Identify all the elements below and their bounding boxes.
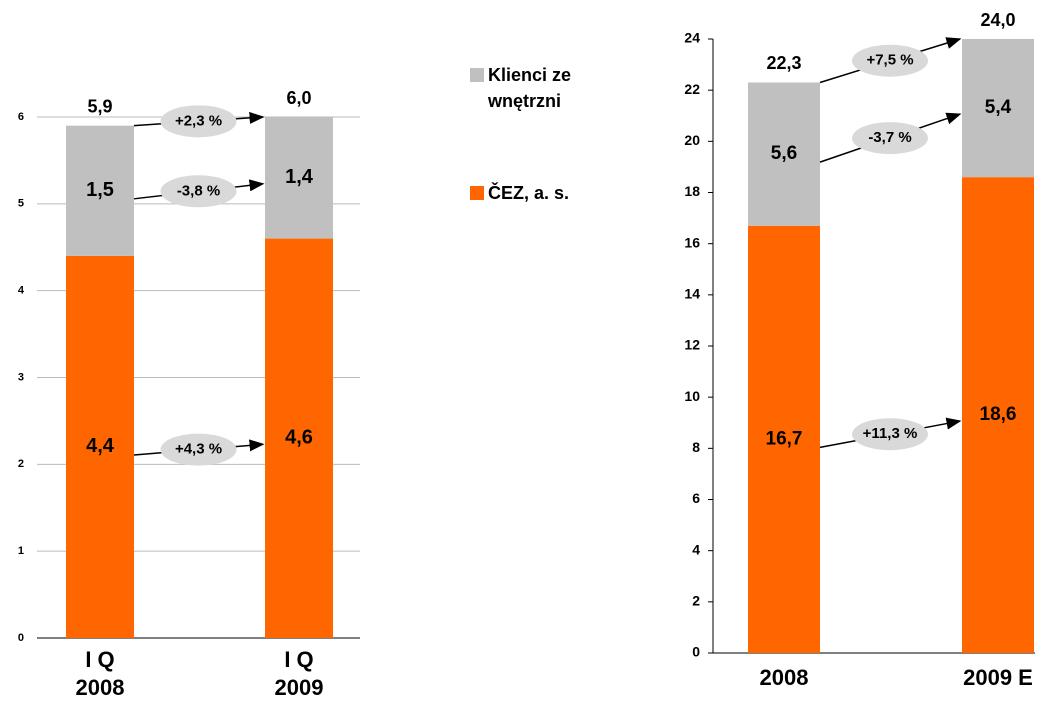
y-tick-label: 0 [18,632,24,644]
legend-label: Klienci zewnętrzni [488,65,572,111]
x-tick-label: 2008 [759,665,809,690]
value-label: 5,4 [985,97,1012,118]
value-label: 18,6 [980,404,1017,425]
legend-item: ČEZ, a. s. [470,180,572,206]
y-tick-label: 20 [684,132,700,148]
value-label: 1,5 [86,179,114,201]
y-tick-label: 14 [684,286,700,302]
y-tick-label: 24 [684,30,700,46]
bar-segment [66,255,134,638]
total-label: 5,9 [87,96,112,116]
legend-swatch [470,186,484,200]
bar-segment [962,177,1034,653]
y-tick-label: 5 [18,198,24,210]
value-label: 16,7 [766,428,803,449]
total-label: 24,0 [980,10,1015,30]
change-label: +4,3 % [175,441,222,458]
y-tick-label: 10 [684,388,700,404]
change-bubble [852,122,928,155]
legend-label: ČEZ, a. s. [488,183,570,203]
x-tick-label: I Q 2009 [274,647,324,700]
y-tick-label: 6 [18,111,24,123]
y-tick-label: 2 [692,593,700,609]
y-tick-label: 8 [692,439,700,455]
legend-swatch [470,68,484,82]
change-bubble [160,105,237,138]
x-tick-label: 2009 E [963,665,1033,690]
legend-item: Klienci zewnętrzni [470,62,572,114]
value-label: 5,6 [771,143,797,164]
change-label: +2,3 % [175,112,222,129]
change-bubble [160,175,237,208]
value-label: 1,4 [285,166,314,188]
total-label: 6,0 [286,88,311,108]
value-label: 4,4 [86,435,115,457]
total-label: 22,3 [766,53,801,73]
y-tick-label: 18 [684,183,700,199]
bar-segment [748,82,820,226]
y-tick-label: 3 [18,371,24,383]
value-label: 4,6 [285,427,313,449]
y-tick-label: 4 [692,541,700,557]
change-label: -3,8 % [177,182,220,199]
bar-segment [66,125,134,256]
bar-segment [962,39,1034,178]
y-tick-label: 6 [692,490,700,506]
change-label: +7,5 % [866,52,913,69]
y-tick-label: 2 [18,458,24,470]
y-tick-label: 4 [18,285,25,297]
change-label: +11,3 % [863,425,918,442]
y-tick-label: 12 [684,337,700,353]
bar-segment [265,117,333,239]
change-bubble [852,44,928,77]
change-label: -3,7 % [868,129,911,146]
bar-segment [265,238,333,639]
y-tick-label: 22 [684,81,700,97]
change-bubble [160,433,237,466]
y-tick-label: 16 [684,234,700,250]
y-tick-label: 0 [692,644,700,660]
change-bubble [852,418,928,451]
bar-segment [748,225,820,653]
y-tick-label: 1 [18,545,24,557]
x-tick-label: I Q 2008 [75,647,125,700]
